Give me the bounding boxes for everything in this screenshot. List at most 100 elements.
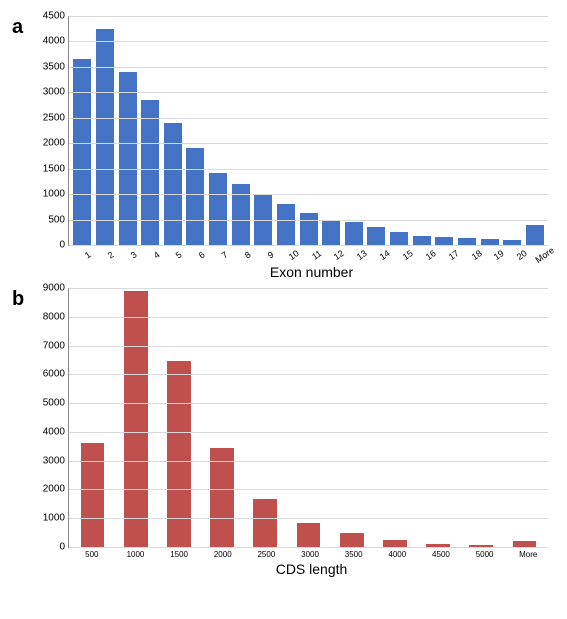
y-tick-label: 0: [59, 542, 69, 553]
gridline: [69, 317, 548, 318]
chart-a-x-title: Exon number: [68, 264, 555, 280]
chart-b-wrap: Number of genes 010002000300040005000600…: [68, 288, 555, 577]
y-tick-label: 3000: [43, 455, 69, 466]
gridline: [69, 143, 548, 144]
y-tick-label: 4000: [43, 36, 69, 47]
bar-slot: [71, 288, 114, 547]
panel-b-label: b: [12, 288, 24, 311]
gridline: [69, 346, 548, 347]
chart-b-plot: 0100020003000400050006000700080009000: [68, 288, 548, 548]
gridline: [69, 461, 548, 462]
bar: [253, 499, 277, 547]
bar: [340, 533, 364, 547]
bar-slot: [157, 288, 200, 547]
y-tick-label: 1000: [43, 189, 69, 200]
bar-slot: [433, 16, 456, 245]
bar-slot: [252, 16, 275, 245]
x-tick-label: More: [506, 548, 550, 559]
bar-slot: [330, 288, 373, 547]
y-tick-label: 8000: [43, 311, 69, 322]
panel-a-label: a: [12, 16, 23, 39]
bar-slot: [162, 16, 185, 245]
bar: [277, 204, 295, 245]
bar-slot: [244, 288, 287, 547]
bar: [383, 540, 407, 547]
gridline: [69, 403, 548, 404]
bar-slot: [417, 288, 460, 547]
y-tick-label: 2000: [43, 138, 69, 149]
y-tick-label: 4000: [43, 426, 69, 437]
bar-slot: [410, 16, 433, 245]
bar: [297, 523, 321, 547]
chart-a-wrap: Number of genes 050010001500200025003000…: [68, 16, 555, 280]
bar-slot: [139, 16, 162, 245]
gridline: [69, 16, 548, 17]
bar: [209, 173, 227, 245]
chart-b-bars: [69, 288, 548, 547]
bar-slot: [114, 288, 157, 547]
y-tick-label: 9000: [43, 283, 69, 294]
gridline: [69, 169, 548, 170]
bar-slot: [207, 16, 230, 245]
bar-slot: [297, 16, 320, 245]
gridline: [69, 92, 548, 93]
gridline: [69, 118, 548, 119]
bar-slot: [287, 288, 330, 547]
bar-slot: [503, 288, 546, 547]
bar: [81, 443, 105, 547]
bar-slot: [524, 16, 547, 245]
y-tick-label: 500: [48, 214, 69, 225]
y-tick-label: 3000: [43, 87, 69, 98]
gridline: [69, 547, 548, 548]
y-tick-label: 1500: [43, 163, 69, 174]
chart-b-x-title: CDS length: [68, 561, 555, 577]
gridline: [69, 518, 548, 519]
x-tick-label: 3500: [332, 548, 376, 559]
panel-a: a Number of genes 0500100015002000250030…: [12, 16, 555, 280]
y-tick-label: 2000: [43, 484, 69, 495]
bar-slot: [229, 16, 252, 245]
bar-slot: [501, 16, 524, 245]
gridline: [69, 374, 548, 375]
y-tick-label: 3500: [43, 61, 69, 72]
bar: [141, 100, 159, 245]
chart-a-plot: 050010001500200025003000350040004500: [68, 16, 548, 246]
bar: [73, 59, 91, 245]
gridline: [69, 432, 548, 433]
chart-a-bars: [69, 16, 548, 245]
bar: [232, 184, 250, 245]
bar: [96, 29, 114, 245]
y-tick-label: 0: [59, 240, 69, 251]
bar-slot: [478, 16, 501, 245]
bar-slot: [343, 16, 366, 245]
x-tick-label: 2000: [201, 548, 245, 559]
bar-slot: [456, 16, 479, 245]
y-tick-label: 6000: [43, 369, 69, 380]
bar-slot: [201, 288, 244, 547]
y-tick-label: 5000: [43, 398, 69, 409]
bar-slot: [320, 16, 343, 245]
gridline: [69, 489, 548, 490]
gridline: [69, 41, 548, 42]
bar: [186, 148, 204, 245]
bar-slot: [460, 288, 503, 547]
bar-slot: [71, 16, 94, 245]
bar: [124, 291, 148, 547]
x-tick-label: 1000: [114, 548, 158, 559]
x-tick-label: 5000: [463, 548, 507, 559]
panel-b: b Number of genes 0100020003000400050006…: [12, 288, 555, 577]
gridline: [69, 220, 548, 221]
chart-a-x-labels: 1234567891011121314151617181920More: [68, 246, 552, 262]
x-tick-label: 2500: [245, 548, 289, 559]
bar-slot: [275, 16, 298, 245]
x-tick-label: 500: [70, 548, 114, 559]
gridline: [69, 288, 548, 289]
y-tick-label: 7000: [43, 340, 69, 351]
gridline: [69, 67, 548, 68]
bar-slot: [388, 16, 411, 245]
x-tick-label: 4500: [419, 548, 463, 559]
bar-slot: [94, 16, 117, 245]
y-tick-label: 1000: [43, 513, 69, 524]
bar-slot: [373, 288, 416, 547]
x-tick-label: 4000: [375, 548, 419, 559]
